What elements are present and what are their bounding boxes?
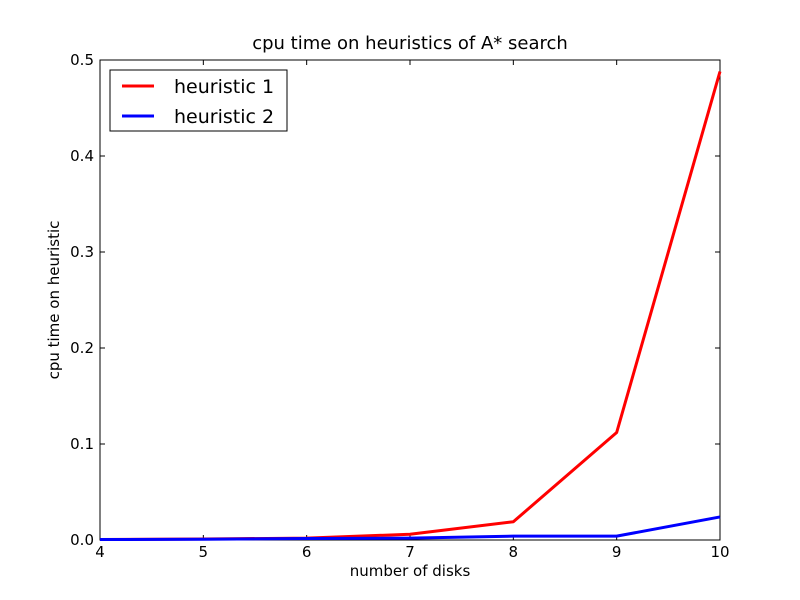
axis-ticks: 4 5 6 7 8 9 10 0.0 0.1 0.2 0.3 0.4 0.5 <box>70 51 729 561</box>
y-tick-label: 0.4 <box>70 147 94 165</box>
legend-label-2: heuristic 2 <box>174 106 274 128</box>
x-axis-label: number of disks <box>350 562 471 580</box>
legend: heuristic 1 heuristic 2 <box>109 69 288 132</box>
x-tick-label: 10 <box>710 543 729 561</box>
series-line-1 <box>99 71 722 542</box>
x-tick-label: 4 <box>95 543 105 561</box>
series-line-2 <box>99 515 721 542</box>
y-tick-label: 0.2 <box>70 339 94 357</box>
y-tick-label: 0.5 <box>70 51 94 69</box>
plot-area-frame <box>99 59 721 541</box>
legend-label-1: heuristic 1 <box>174 76 274 98</box>
y-axis-label: cpu time on heuristic <box>45 221 63 380</box>
x-tick-label: 8 <box>509 543 519 561</box>
series-lines <box>99 71 722 542</box>
x-tick-label: 9 <box>612 543 622 561</box>
legend-items: heuristic 1 heuristic 2 <box>122 76 274 128</box>
x-tick-label: 7 <box>405 543 415 561</box>
y-tick-label: 0.3 <box>70 243 94 261</box>
chart-title: cpu time on heuristics of A* search <box>252 33 568 54</box>
legend-box <box>109 69 288 132</box>
y-tick-label: 0.0 <box>70 531 94 549</box>
x-tick-label: 6 <box>302 543 312 561</box>
x-tick-label: 5 <box>199 543 209 561</box>
y-tick-label: 0.1 <box>70 435 94 453</box>
